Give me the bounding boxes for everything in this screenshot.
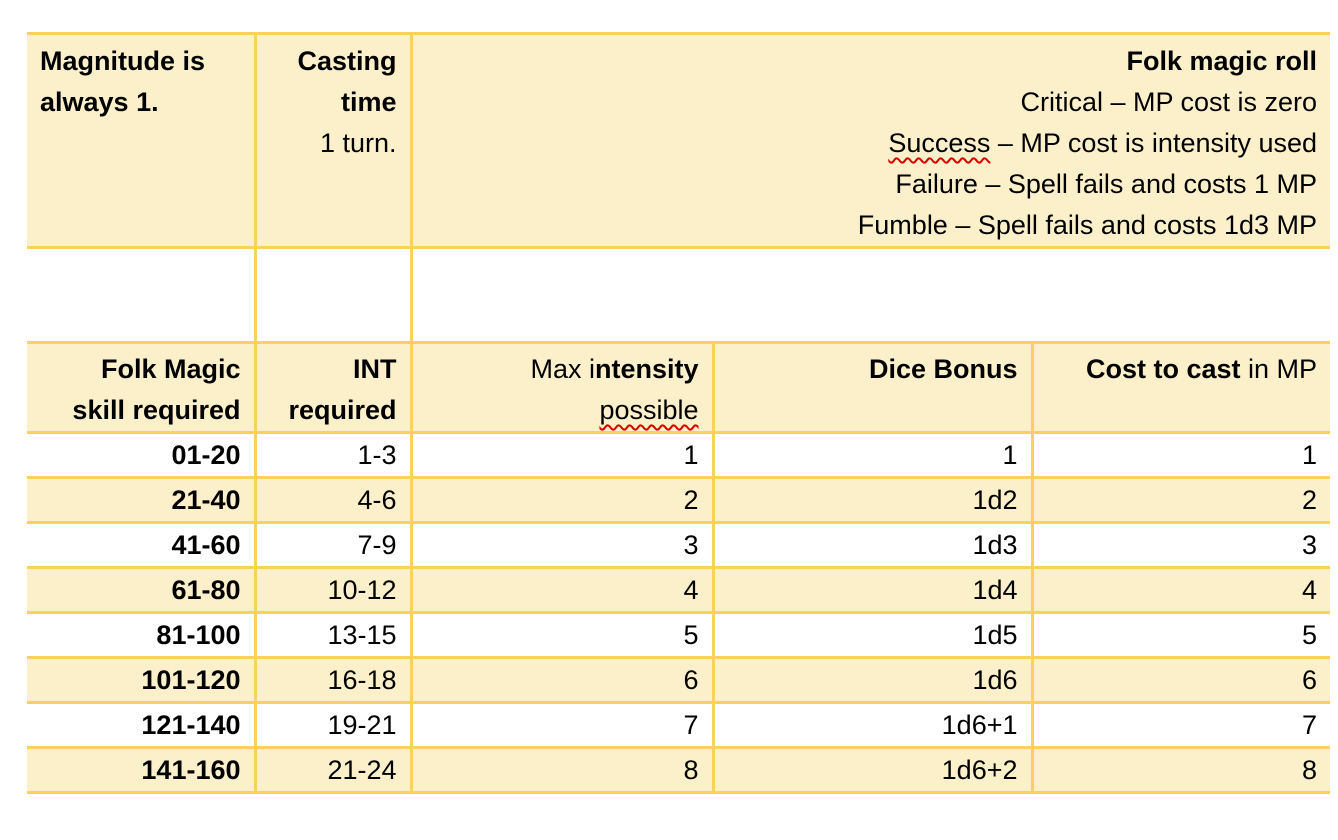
cell-cost: 8	[1032, 747, 1331, 794]
cell-skill: 141-160	[27, 747, 257, 794]
cell-dice_bonus: 1	[713, 432, 1034, 479]
spacer-row	[27, 247, 1331, 344]
table-row: 01-20 1-3 1 1 1	[27, 432, 1331, 479]
cell-cost: 5	[1032, 612, 1331, 659]
cell-dice_bonus: 1d4	[713, 567, 1034, 614]
casting-time-value: 1 turn.	[319, 128, 397, 158]
cell-skill: 41-60	[27, 522, 257, 569]
roll-result-line: Failure – Spell fails and costs 1 MP	[895, 169, 1318, 199]
table-row: 101-120 16-18 6 1d6 6	[27, 657, 1331, 704]
table-row: 141-160 21-24 8 1d6+2 8	[27, 747, 1331, 794]
cell-int: 19-21	[255, 702, 413, 749]
folk-magic-roll-cell: Folk magic roll Critical – MP cost is ze…	[411, 32, 1331, 249]
cell-skill: 121-140	[27, 702, 257, 749]
cell-max_intensity: 5	[411, 612, 715, 659]
folk-magic-roll-title: Folk magic roll	[1126, 46, 1318, 76]
header-text-segment: ntensity	[594, 354, 699, 384]
cell-int: 13-15	[255, 612, 413, 659]
cell-int: 21-24	[255, 747, 413, 794]
table-header-row: Folk Magic skill required INT required Max i…	[27, 342, 1331, 434]
table-row: 121-140 19-21 7 1d6+1 7	[27, 702, 1331, 749]
cell-int: 10-12	[255, 567, 413, 614]
header-text-segment: Dice Bonus	[868, 354, 1018, 384]
column-header-cost: Cost to cast in MP	[1032, 342, 1331, 434]
cell-max_intensity: 1	[411, 432, 715, 479]
column-header-dice: Dice Bonus	[713, 342, 1034, 434]
cell-dice_bonus: 1d6+1	[713, 702, 1034, 749]
table-body: Magnitude is always 1. Casting time 1 tu…	[27, 32, 1331, 794]
header-text-segment: in MP	[1240, 354, 1318, 384]
header-text-segment: Cost to cast	[1085, 354, 1241, 384]
header-text-segment: skill required	[72, 395, 241, 425]
column-header-int: INT required	[255, 342, 413, 434]
roll-result-line: Success – MP cost is intensity used	[888, 128, 1318, 158]
cell-skill: 01-20	[27, 432, 257, 479]
cell-dice_bonus: 1d2	[713, 477, 1034, 524]
header-text-segment: required	[288, 395, 397, 425]
cell-int: 7-9	[255, 522, 413, 569]
cell-max_intensity: 4	[411, 567, 715, 614]
column-header-skill: Folk Magic skill required	[27, 342, 257, 434]
folk-magic-table: Magnitude is always 1. Casting time 1 tu…	[27, 32, 1331, 794]
column-header-intensity: Max intensity possible	[411, 342, 715, 434]
spacer-cell	[255, 247, 413, 344]
table-row: 81-100 13-15 5 1d5 5	[27, 612, 1331, 659]
cell-skill: 21-40	[27, 477, 257, 524]
misspelled-word: Success	[888, 128, 991, 158]
cell-cost: 6	[1032, 657, 1331, 704]
casting-time-label: Casting time	[297, 46, 397, 117]
cell-dice_bonus: 1d6+2	[713, 747, 1034, 794]
cell-max_intensity: 6	[411, 657, 715, 704]
cell-dice_bonus: 1d6	[713, 657, 1034, 704]
cell-skill: 101-120	[27, 657, 257, 704]
magnitude-note: Magnitude is always 1.	[40, 46, 206, 117]
header-text-segment: possible	[599, 395, 699, 425]
cell-cost: 3	[1032, 522, 1331, 569]
casting-time-cell: Casting time 1 turn.	[255, 32, 413, 249]
folk-magic-roll-lines: Critical – MP cost is zero Success – MP c…	[426, 82, 1318, 245]
spacer-cell	[27, 247, 257, 344]
header-text-segment: Folk Magic	[100, 354, 241, 384]
cell-dice_bonus: 1d5	[713, 612, 1034, 659]
cell-cost: 7	[1032, 702, 1331, 749]
table-row: 21-40 4-6 2 1d2 2	[27, 477, 1331, 524]
cell-int: 4-6	[255, 477, 413, 524]
cell-int: 1-3	[255, 432, 413, 479]
cell-max_intensity: 8	[411, 747, 715, 794]
roll-result-line: Critical – MP cost is zero	[1020, 87, 1318, 117]
cell-skill: 81-100	[27, 612, 257, 659]
cell-dice_bonus: 1d3	[713, 522, 1034, 569]
cell-cost: 2	[1032, 477, 1331, 524]
cell-max_intensity: 3	[411, 522, 715, 569]
cell-max_intensity: 7	[411, 702, 715, 749]
roll-result-line: Fumble – Spell fails and costs 1d3 MP	[857, 210, 1318, 240]
cell-max_intensity: 2	[411, 477, 715, 524]
spacer-cell	[411, 247, 1331, 344]
magnitude-note-cell: Magnitude is always 1.	[27, 32, 257, 249]
table-row: 61-80 10-12 4 1d4 4	[27, 567, 1331, 614]
cell-cost: 4	[1032, 567, 1331, 614]
cell-skill: 61-80	[27, 567, 257, 614]
table-row: 41-60 7-9 3 1d3 3	[27, 522, 1331, 569]
cell-int: 16-18	[255, 657, 413, 704]
cell-cost: 1	[1032, 432, 1331, 479]
header-text-segment: INT	[353, 354, 397, 384]
info-row: Magnitude is always 1. Casting time 1 tu…	[27, 32, 1331, 249]
header-text-segment: Max i	[530, 354, 595, 384]
